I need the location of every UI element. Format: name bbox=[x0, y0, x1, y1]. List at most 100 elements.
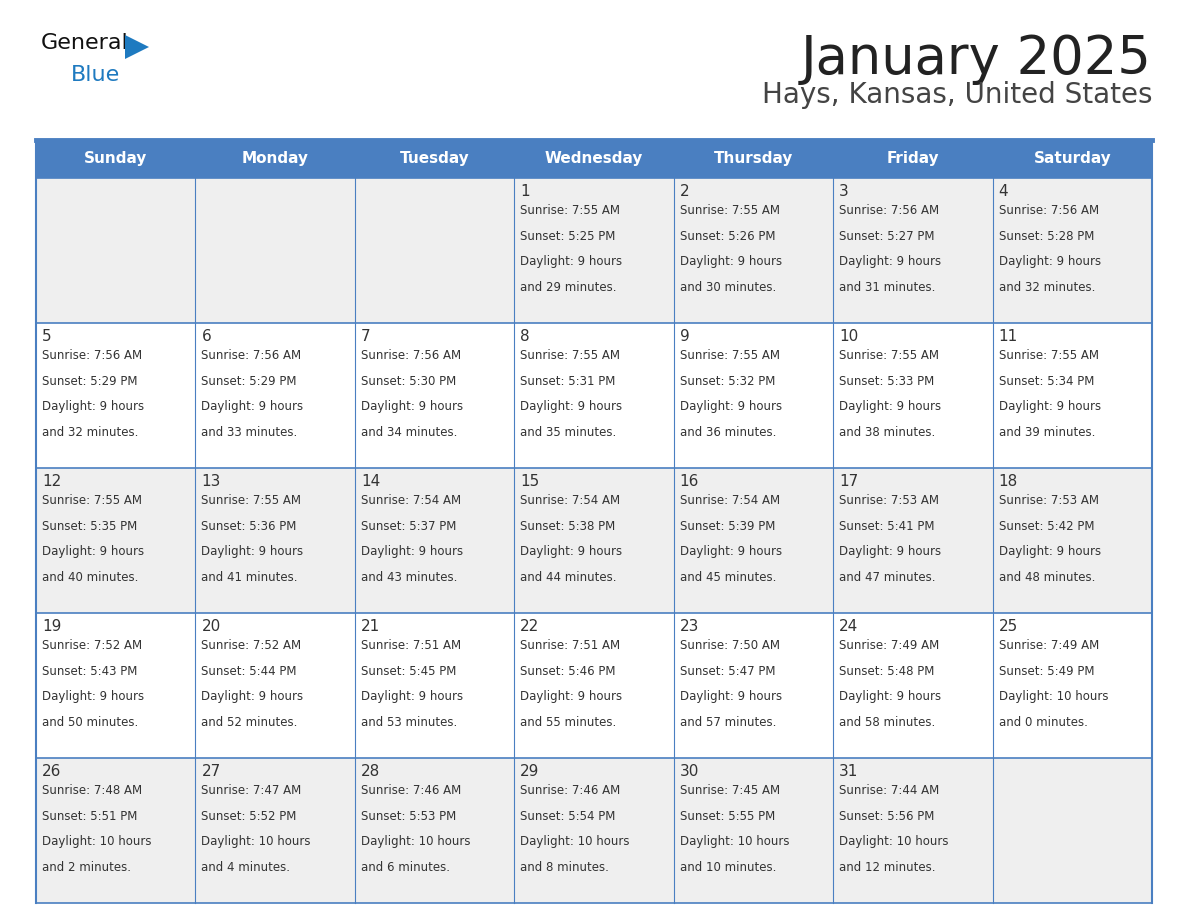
Text: Sunset: 5:32 PM: Sunset: 5:32 PM bbox=[680, 375, 775, 387]
Text: and 57 minutes.: and 57 minutes. bbox=[680, 716, 776, 729]
Text: Sunset: 5:42 PM: Sunset: 5:42 PM bbox=[999, 520, 1094, 532]
Text: Sunset: 5:47 PM: Sunset: 5:47 PM bbox=[680, 665, 776, 677]
Text: Sunrise: 7:55 AM: Sunrise: 7:55 AM bbox=[202, 494, 302, 507]
Text: Sunset: 5:33 PM: Sunset: 5:33 PM bbox=[839, 375, 935, 387]
Text: Sunset: 5:27 PM: Sunset: 5:27 PM bbox=[839, 230, 935, 242]
Text: Thursday: Thursday bbox=[714, 151, 794, 166]
Text: Sunrise: 7:54 AM: Sunrise: 7:54 AM bbox=[520, 494, 620, 507]
Text: Sunrise: 7:45 AM: Sunrise: 7:45 AM bbox=[680, 784, 779, 797]
Text: Daylight: 9 hours: Daylight: 9 hours bbox=[520, 545, 623, 558]
Text: Daylight: 10 hours: Daylight: 10 hours bbox=[999, 690, 1108, 703]
Text: Daylight: 10 hours: Daylight: 10 hours bbox=[839, 835, 949, 848]
Text: Sunrise: 7:56 AM: Sunrise: 7:56 AM bbox=[361, 349, 461, 362]
Text: Sunset: 5:39 PM: Sunset: 5:39 PM bbox=[680, 520, 775, 532]
Text: Sunset: 5:51 PM: Sunset: 5:51 PM bbox=[42, 810, 138, 823]
Text: 28: 28 bbox=[361, 764, 380, 779]
Text: Sunset: 5:30 PM: Sunset: 5:30 PM bbox=[361, 375, 456, 387]
Text: and 33 minutes.: and 33 minutes. bbox=[202, 426, 298, 439]
Text: Daylight: 9 hours: Daylight: 9 hours bbox=[680, 255, 782, 268]
Text: 17: 17 bbox=[839, 474, 859, 489]
Text: January 2025: January 2025 bbox=[801, 33, 1152, 85]
Text: Sunset: 5:26 PM: Sunset: 5:26 PM bbox=[680, 230, 776, 242]
Text: Sunrise: 7:48 AM: Sunrise: 7:48 AM bbox=[42, 784, 143, 797]
Text: Sunrise: 7:52 AM: Sunrise: 7:52 AM bbox=[42, 639, 143, 652]
Text: Daylight: 9 hours: Daylight: 9 hours bbox=[520, 255, 623, 268]
Text: and 41 minutes.: and 41 minutes. bbox=[202, 571, 298, 584]
Text: Sunset: 5:46 PM: Sunset: 5:46 PM bbox=[520, 665, 615, 677]
Text: Daylight: 9 hours: Daylight: 9 hours bbox=[202, 545, 304, 558]
Text: Daylight: 9 hours: Daylight: 9 hours bbox=[42, 545, 144, 558]
Text: and 6 minutes.: and 6 minutes. bbox=[361, 861, 450, 874]
Text: 2: 2 bbox=[680, 184, 689, 199]
Text: Sunset: 5:55 PM: Sunset: 5:55 PM bbox=[680, 810, 775, 823]
Text: Tuesday: Tuesday bbox=[399, 151, 469, 166]
Text: and 30 minutes.: and 30 minutes. bbox=[680, 281, 776, 294]
Text: Sunset: 5:35 PM: Sunset: 5:35 PM bbox=[42, 520, 138, 532]
Text: 22: 22 bbox=[520, 619, 539, 634]
Text: Daylight: 9 hours: Daylight: 9 hours bbox=[839, 400, 941, 413]
Text: and 36 minutes.: and 36 minutes. bbox=[680, 426, 776, 439]
Text: and 40 minutes.: and 40 minutes. bbox=[42, 571, 138, 584]
Text: 29: 29 bbox=[520, 764, 539, 779]
Text: Sunrise: 7:49 AM: Sunrise: 7:49 AM bbox=[839, 639, 940, 652]
Text: and 39 minutes.: and 39 minutes. bbox=[999, 426, 1095, 439]
Text: Sunrise: 7:55 AM: Sunrise: 7:55 AM bbox=[42, 494, 143, 507]
Text: Sunset: 5:44 PM: Sunset: 5:44 PM bbox=[202, 665, 297, 677]
Text: and 8 minutes.: and 8 minutes. bbox=[520, 861, 609, 874]
Text: and 45 minutes.: and 45 minutes. bbox=[680, 571, 776, 584]
Text: 31: 31 bbox=[839, 764, 859, 779]
Bar bbox=[36, 468, 1152, 613]
Text: Sunset: 5:31 PM: Sunset: 5:31 PM bbox=[520, 375, 615, 387]
Text: 26: 26 bbox=[42, 764, 62, 779]
Text: Daylight: 9 hours: Daylight: 9 hours bbox=[839, 690, 941, 703]
Text: Daylight: 9 hours: Daylight: 9 hours bbox=[999, 255, 1101, 268]
Text: 1: 1 bbox=[520, 184, 530, 199]
Text: Sunrise: 7:53 AM: Sunrise: 7:53 AM bbox=[999, 494, 1099, 507]
Text: 5: 5 bbox=[42, 329, 51, 344]
Text: Sunset: 5:56 PM: Sunset: 5:56 PM bbox=[839, 810, 935, 823]
Text: Sunrise: 7:44 AM: Sunrise: 7:44 AM bbox=[839, 784, 940, 797]
Text: Daylight: 9 hours: Daylight: 9 hours bbox=[680, 690, 782, 703]
Text: Daylight: 10 hours: Daylight: 10 hours bbox=[42, 835, 152, 848]
Text: 8: 8 bbox=[520, 329, 530, 344]
Text: and 10 minutes.: and 10 minutes. bbox=[680, 861, 776, 874]
Text: and 0 minutes.: and 0 minutes. bbox=[999, 716, 1087, 729]
Text: 9: 9 bbox=[680, 329, 689, 344]
Text: Sunrise: 7:56 AM: Sunrise: 7:56 AM bbox=[202, 349, 302, 362]
Text: and 32 minutes.: and 32 minutes. bbox=[42, 426, 138, 439]
Text: Sunrise: 7:46 AM: Sunrise: 7:46 AM bbox=[361, 784, 461, 797]
Text: 20: 20 bbox=[202, 619, 221, 634]
Bar bbox=[36, 758, 1152, 903]
Text: Sunset: 5:45 PM: Sunset: 5:45 PM bbox=[361, 665, 456, 677]
Text: Sunset: 5:49 PM: Sunset: 5:49 PM bbox=[999, 665, 1094, 677]
Text: Sunset: 5:34 PM: Sunset: 5:34 PM bbox=[999, 375, 1094, 387]
Text: 18: 18 bbox=[999, 474, 1018, 489]
Text: General: General bbox=[42, 33, 128, 53]
Text: 3: 3 bbox=[839, 184, 849, 199]
Bar bbox=[36, 613, 1152, 758]
Text: Daylight: 9 hours: Daylight: 9 hours bbox=[680, 400, 782, 413]
Text: Sunrise: 7:56 AM: Sunrise: 7:56 AM bbox=[999, 204, 1099, 217]
Text: and 43 minutes.: and 43 minutes. bbox=[361, 571, 457, 584]
Text: 6: 6 bbox=[202, 329, 211, 344]
Text: Wednesday: Wednesday bbox=[545, 151, 643, 166]
Text: 25: 25 bbox=[999, 619, 1018, 634]
Text: 10: 10 bbox=[839, 329, 859, 344]
Text: Sunset: 5:52 PM: Sunset: 5:52 PM bbox=[202, 810, 297, 823]
Text: Sunset: 5:29 PM: Sunset: 5:29 PM bbox=[202, 375, 297, 387]
Text: Sunrise: 7:56 AM: Sunrise: 7:56 AM bbox=[839, 204, 940, 217]
Text: 15: 15 bbox=[520, 474, 539, 489]
Text: 23: 23 bbox=[680, 619, 699, 634]
Text: Daylight: 9 hours: Daylight: 9 hours bbox=[520, 690, 623, 703]
Text: Daylight: 9 hours: Daylight: 9 hours bbox=[202, 690, 304, 703]
Text: Daylight: 9 hours: Daylight: 9 hours bbox=[839, 255, 941, 268]
Text: Daylight: 9 hours: Daylight: 9 hours bbox=[42, 690, 144, 703]
Text: Sunset: 5:53 PM: Sunset: 5:53 PM bbox=[361, 810, 456, 823]
Text: Friday: Friday bbox=[886, 151, 940, 166]
Text: Sunrise: 7:46 AM: Sunrise: 7:46 AM bbox=[520, 784, 620, 797]
Text: Sunrise: 7:56 AM: Sunrise: 7:56 AM bbox=[42, 349, 143, 362]
Bar bbox=[36, 178, 1152, 323]
Text: and 52 minutes.: and 52 minutes. bbox=[202, 716, 298, 729]
Text: and 50 minutes.: and 50 minutes. bbox=[42, 716, 138, 729]
Text: Sunrise: 7:51 AM: Sunrise: 7:51 AM bbox=[361, 639, 461, 652]
